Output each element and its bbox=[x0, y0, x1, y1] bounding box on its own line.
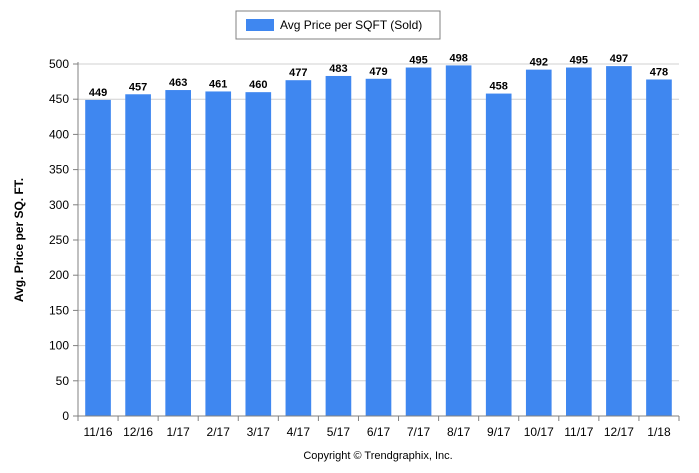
bar bbox=[606, 66, 632, 416]
bar bbox=[85, 99, 111, 417]
data-label: 495 bbox=[409, 55, 427, 67]
y-axis-ticks: 0 50 100 150 200 250 300 350 400 450 500 bbox=[49, 57, 78, 423]
y-tick-label: 250 bbox=[49, 233, 69, 247]
data-label: 461 bbox=[209, 78, 227, 90]
bar bbox=[525, 69, 552, 416]
data-label: 492 bbox=[530, 57, 548, 69]
x-axis-ticks: 11/16 12/16 1/17 2/17 3/17 4/17 5/17 6/17 7/17 8/… bbox=[77, 416, 680, 439]
y-tick-label: 150 bbox=[49, 303, 69, 317]
y-tick-label: 200 bbox=[49, 268, 69, 282]
x-tick-label: 1/18 bbox=[647, 425, 671, 439]
data-label: 477 bbox=[289, 67, 307, 79]
data-label: 449 bbox=[89, 87, 107, 99]
data-label: 483 bbox=[329, 63, 347, 75]
data-label: 498 bbox=[449, 52, 467, 64]
y-tick-label: 400 bbox=[49, 127, 69, 141]
y-tick-label: 50 bbox=[56, 374, 70, 388]
x-tick-label: 1/17 bbox=[166, 425, 190, 439]
bar bbox=[646, 79, 672, 416]
legend-label: Avg Price per SQFT (Sold) bbox=[280, 18, 422, 32]
x-tick-label: 11/16 bbox=[83, 425, 112, 439]
y-tick-label: 350 bbox=[49, 163, 69, 177]
bars bbox=[85, 65, 672, 417]
bar bbox=[245, 92, 272, 416]
x-tick-label: 5/17 bbox=[327, 425, 351, 439]
y-tick-label: 450 bbox=[49, 92, 69, 106]
bar bbox=[285, 80, 312, 416]
axes bbox=[77, 62, 679, 417]
bar bbox=[325, 75, 352, 416]
y-tick-label: 100 bbox=[49, 339, 69, 353]
y-axis-title: Avg. Price per SQ. FT. bbox=[12, 178, 26, 302]
x-tick-label: 12/16 bbox=[123, 425, 153, 439]
x-tick-label: 6/17 bbox=[367, 425, 391, 439]
bar bbox=[405, 67, 432, 417]
data-label: 495 bbox=[570, 55, 588, 67]
bar bbox=[445, 65, 472, 417]
data-label: 478 bbox=[650, 66, 668, 78]
legend-swatch bbox=[246, 19, 274, 31]
bar bbox=[485, 93, 512, 417]
x-tick-label: 12/17 bbox=[604, 425, 634, 439]
legend: Avg Price per SQFT (Sold) bbox=[235, 10, 441, 40]
data-label: 463 bbox=[169, 77, 187, 89]
bar bbox=[125, 94, 151, 416]
x-tick-label: 4/17 bbox=[287, 425, 311, 439]
y-tick-label: 500 bbox=[49, 57, 69, 71]
x-tick-label: 9/17 bbox=[487, 425, 511, 439]
bar bbox=[165, 90, 191, 416]
bar bbox=[365, 78, 392, 416]
bar bbox=[205, 91, 232, 417]
x-tick-label: 11/17 bbox=[564, 425, 593, 439]
x-tick-label: 7/17 bbox=[407, 425, 431, 439]
y-tick-label: 300 bbox=[49, 198, 69, 212]
y-tick-label: 0 bbox=[62, 409, 69, 423]
data-labels: 449 457 463 461 460 477 483 479 495 498 458 492 495 4… bbox=[89, 52, 668, 98]
bar bbox=[566, 67, 592, 417]
data-label: 458 bbox=[490, 81, 508, 93]
data-label: 479 bbox=[369, 66, 387, 78]
data-label: 460 bbox=[249, 79, 267, 91]
data-label: 457 bbox=[129, 81, 147, 93]
x-tick-label: 10/17 bbox=[524, 425, 554, 439]
x-tick-label: 8/17 bbox=[447, 425, 471, 439]
copyright-text: Copyright © Trendgraphix, Inc. bbox=[303, 450, 452, 462]
x-tick-label: 3/17 bbox=[247, 425, 271, 439]
x-tick-label: 2/17 bbox=[207, 425, 231, 439]
data-label: 497 bbox=[610, 53, 628, 65]
